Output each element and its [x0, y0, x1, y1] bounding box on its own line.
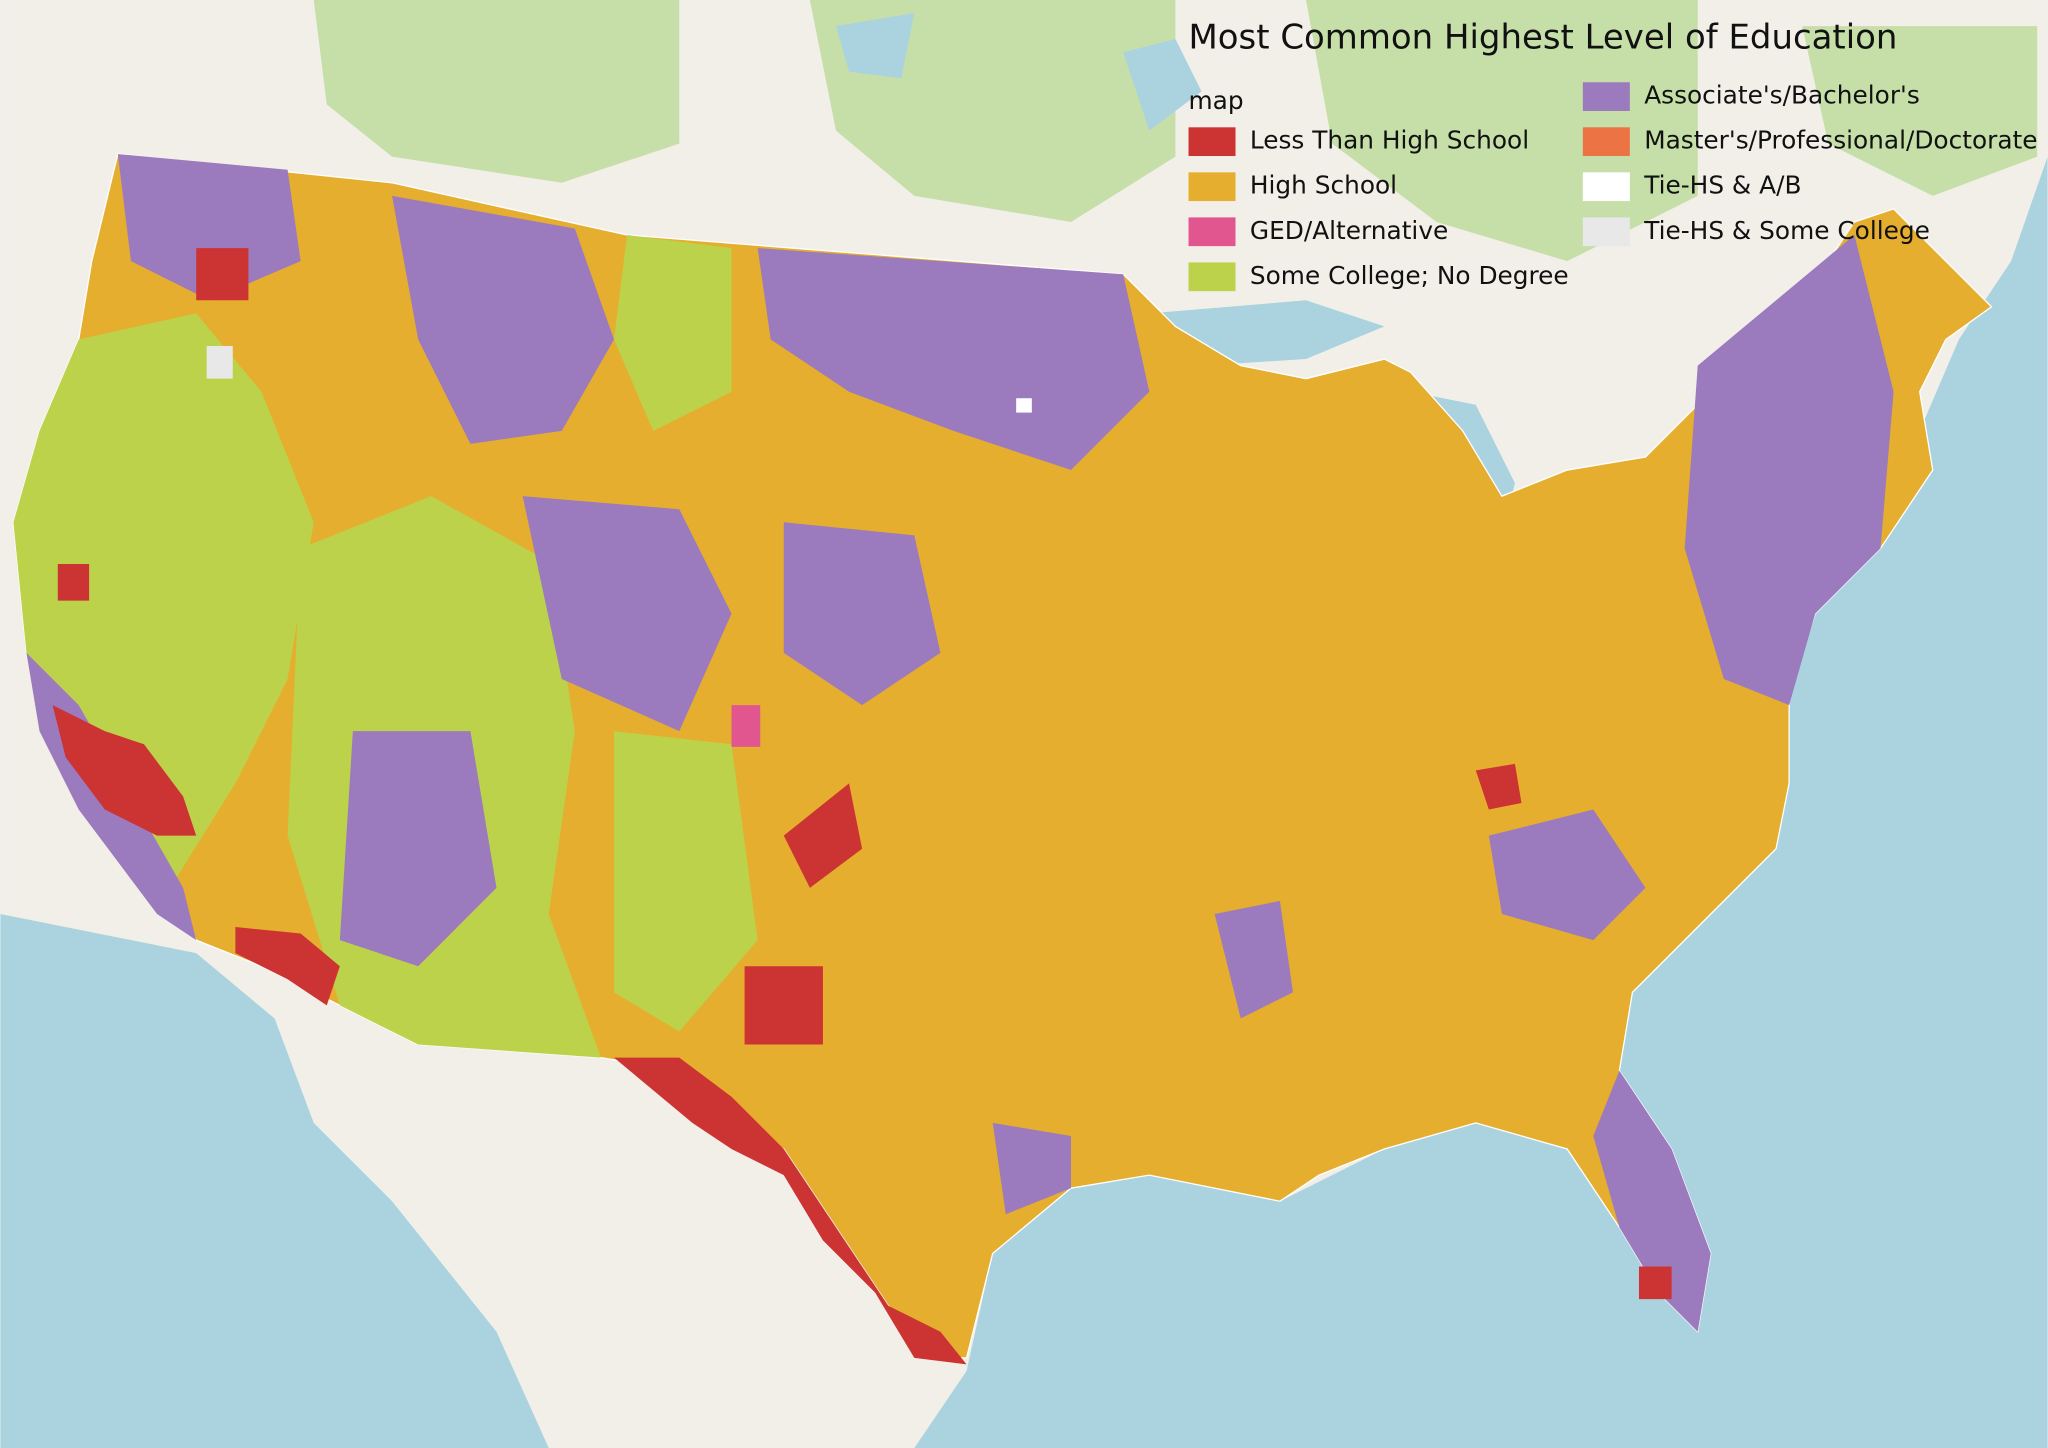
legend-label: GED/Alternative — [1250, 216, 1448, 245]
legend-label: Master's/Professional/Doctorate — [1644, 126, 2037, 155]
legend-label: High School — [1250, 171, 1397, 200]
map-title: Most Common Highest Level of Education — [1189, 18, 1898, 58]
ged-region — [731, 705, 761, 747]
legend-swatch — [1582, 127, 1630, 157]
legend-label: Tie-HS & A/B — [1643, 171, 1801, 200]
legend-label: Less Than High School — [1250, 126, 1529, 155]
legend-title: map — [1189, 86, 1244, 115]
legend-swatch — [1188, 172, 1236, 202]
legend-swatch — [1188, 127, 1236, 157]
legend-label: Associate's/Bachelor's — [1644, 81, 1920, 110]
less-than-hs-regions — [52, 248, 1672, 1365]
tie-hs-some-college-region — [206, 346, 233, 379]
legend-label: Tie-HS & Some College — [1643, 216, 1930, 245]
legend-swatch — [1188, 262, 1236, 292]
forest-patches — [313, 0, 2038, 262]
legend-label: Some College; No Degree — [1250, 261, 1569, 290]
legend-swatch — [1582, 82, 1630, 111]
legend: Less Than High School High School GED/Alte… — [1188, 81, 2038, 292]
legend-swatch — [1582, 172, 1630, 202]
legend-swatch — [1582, 217, 1630, 247]
legend-swatch — [1188, 217, 1236, 247]
tie-hs-ab-region — [1016, 398, 1032, 413]
